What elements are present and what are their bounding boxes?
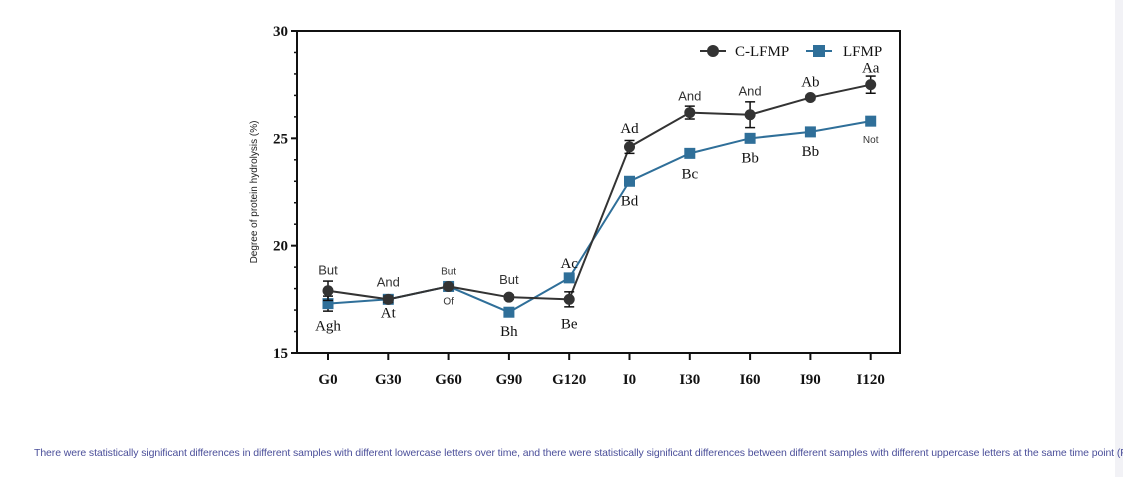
legend-label-lfmp: LFMP (843, 44, 882, 60)
data-point (503, 291, 515, 303)
x-tick-label: G60 (435, 372, 462, 388)
data-point (563, 293, 575, 305)
point-label-lfmp: At (381, 305, 397, 321)
y-ticks: 15 20 25 30 (273, 24, 297, 362)
y-tick-label: 25 (273, 131, 288, 147)
point-label-lfmp: Ac (560, 256, 578, 272)
x-tick-label: I0 (623, 372, 636, 388)
x-tick-label: G120 (552, 372, 586, 388)
data-point (684, 107, 696, 119)
legend-label-c-lfmp: C-LFMP (735, 44, 789, 60)
data-point (804, 126, 816, 138)
point-label-c-lfmp: And (739, 84, 762, 99)
point-label-lfmp: Agh (315, 319, 341, 335)
point-label-c-lfmp: But (499, 272, 519, 287)
x-tick-label: I60 (740, 372, 761, 388)
x-tick-label: G90 (496, 372, 523, 388)
data-point (322, 298, 334, 310)
data-point (563, 272, 575, 284)
point-label-lfmp: Bh (500, 324, 518, 340)
data-point (684, 147, 696, 159)
y-axis-title: Degree of protein hydrolysis (%) (249, 121, 260, 264)
point-label-c-lfmp: Aa (862, 61, 880, 77)
point-label-lfmp: Of (443, 296, 454, 307)
plot-frame (296, 30, 901, 354)
x-tick-label: G30 (375, 372, 402, 388)
x-tick-label: I30 (679, 372, 700, 388)
y-tick-label: 30 (273, 24, 288, 40)
point-label-c-lfmp: Be (561, 316, 578, 332)
x-tick-label: I90 (800, 372, 821, 388)
data-point (503, 306, 515, 318)
point-label-c-lfmp: Ad (620, 121, 639, 137)
series-layer (322, 75, 877, 318)
point-label-c-lfmp: And (678, 89, 701, 104)
point-label-lfmp: Bb (741, 150, 759, 166)
series-line (327, 83, 871, 301)
data-point (322, 285, 334, 297)
point-label-c-lfmp: But (318, 263, 338, 278)
y-tick-label: 20 (273, 239, 288, 255)
data-point (804, 92, 816, 104)
point-label-lfmp: Bb (802, 144, 820, 160)
point-label-c-lfmp: Ab (801, 75, 819, 91)
point-label-c-lfmp: And (377, 274, 400, 289)
point-labels: But And But But Be Ad And And Ab Aa Agh At Of Bh Ac Bd B… (315, 61, 880, 341)
data-point (865, 79, 877, 91)
point-label-lfmp: Not (863, 135, 879, 146)
point-label-lfmp: Bd (621, 193, 639, 209)
axes (296, 30, 901, 354)
data-point (744, 132, 756, 144)
legend: C-LFMP LFMP (700, 44, 882, 60)
x-ticks: G0 G30 G60 G90 G120 I0 I30 I60 I90 I120 (318, 353, 885, 388)
x-tick-label: I120 (857, 372, 885, 388)
series-lfmp (322, 115, 877, 318)
series-line (327, 120, 871, 314)
legend-marker-lfmp (813, 45, 825, 57)
data-point (382, 293, 394, 305)
point-label-lfmp: Bc (681, 166, 698, 182)
series-c-lfmp (322, 75, 877, 308)
data-point (624, 141, 635, 153)
legend-marker-c-lfmp (707, 45, 719, 57)
data-point (624, 175, 635, 187)
point-label-c-lfmp: But (441, 266, 456, 277)
scrollbar-track[interactable] (1115, 0, 1123, 477)
data-point (744, 109, 756, 121)
y-tick-label: 15 (273, 346, 288, 362)
figure-caption: There were statistically significant dif… (34, 447, 1123, 459)
x-tick-label: G0 (318, 372, 337, 388)
data-point (865, 115, 877, 127)
data-point (443, 280, 455, 292)
